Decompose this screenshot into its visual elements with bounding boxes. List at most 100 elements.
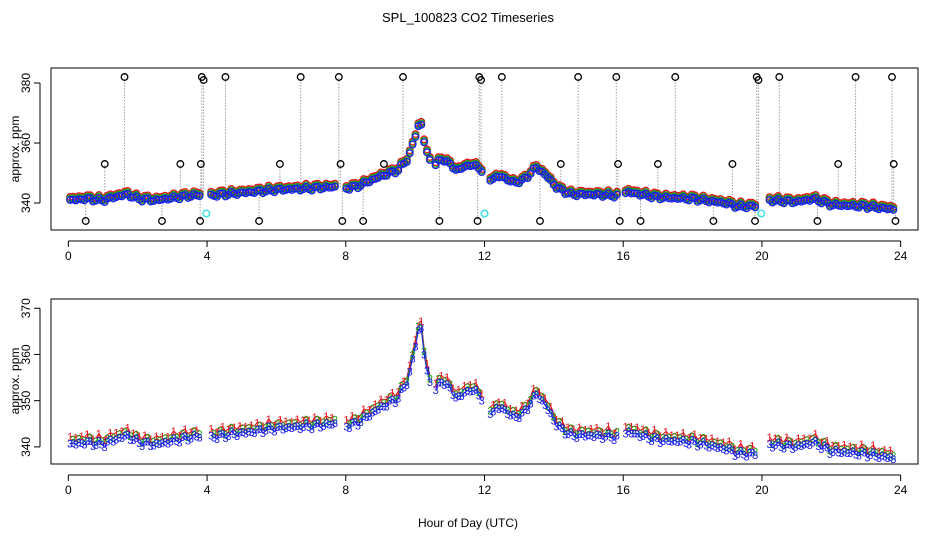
bottom-series-3-point-label: 3 [332,418,338,430]
bottom-series-1-point-label: 1 [294,414,300,426]
bottom-series-3-point-label: 3 [841,447,847,459]
bottom-series-3-point-label: 3 [651,432,657,444]
bottom-series-3-point-label: 3 [778,442,784,454]
bottom-series-3-point-label: 3 [470,386,476,398]
bottom-series-1-point-label: 1 [882,445,888,457]
bottom-series-3-point-label: 3 [850,446,856,458]
bottom-series-3-point-label: 3 [476,391,482,403]
bottom-series-3-point-label: 3 [375,405,381,417]
raw-spike-point [334,73,343,81]
bottom-series-2-point-label: 2 [873,448,879,460]
bottom-series-1-point-label: 1 [507,404,513,416]
bottom-series-3-point-label: 3 [116,433,122,445]
bottom-series-2-point-label: 2 [211,429,217,441]
raw-spike-point [671,73,680,81]
bottom-series-3-point-label: 3 [418,323,424,335]
bottom-series-3-point-label: 3 [479,396,485,408]
bottom-series-3-point-label: 3 [234,431,240,443]
top-series-3-point [782,196,791,205]
top-series-3-point [520,173,529,182]
bottom-series-1-point-label: 1 [726,436,732,448]
bottom-series-2-point-label: 2 [804,435,810,447]
bottom-series-3-point-label: 3 [525,405,531,417]
bottom-series-3-point-label: 3 [723,446,729,458]
bottom-series-1-point-label: 1 [634,422,640,434]
bottom-series-1-point-label: 1 [214,427,220,439]
top-series-3-point [834,201,843,210]
bottom-series-1-point-label: 1 [254,417,260,429]
bottom-series-3-point-label: 3 [122,430,128,442]
bottom-series-3-point-label: 3 [553,422,559,434]
raw-spike-point [536,217,544,225]
bottom-series-2-point-label: 2 [879,447,885,459]
bottom-series-lines [70,319,894,460]
bottom-series-3-point-label: 3 [876,453,882,465]
bottom-series-3-point-label: 3 [821,440,827,452]
bottom-series-1-point-label: 1 [107,428,113,440]
bottom-series-3-point-label: 3 [292,421,298,433]
bottom-series-3-point-label: 3 [695,442,701,454]
raw-spike-point [296,73,305,81]
bottom-series-3-point-label: 3 [752,450,758,462]
bottom-series-3-point-label: 3 [847,448,853,460]
bottom-series-1-point-label: 1 [277,414,283,426]
bottom-series-3-point-label: 3 [781,444,787,456]
bottom-series-1-point-label: 1 [73,432,79,444]
raw-spike-point [636,217,645,225]
bottom-series-1-point-label: 1 [461,381,467,393]
bottom-series-3-point-label: 3 [519,407,525,419]
bottom-series-1-point-label: 1 [582,425,588,437]
bottom-series-2-point-label: 2 [447,379,453,391]
top-x-tick-label: 24 [894,249,908,263]
raw-spike-point [379,160,388,168]
raw-spike-point [336,160,345,168]
bottom-series-3-point-label: 3 [789,444,795,456]
top-panel: 0 4 8 12 16 20 24 340 360 380 approx. ppm [8,67,919,263]
bottom-series-2-point-label: 2 [387,392,393,404]
raw-spike-point [653,160,662,168]
bottom-series-1-point-label: 1 [778,435,784,447]
top-series-points [66,117,898,214]
bottom-series-3-point-label: 3 [879,450,885,462]
bottom-series-2-point-label: 2 [505,405,511,417]
bottom-series-3-point-label: 3 [654,433,660,445]
bottom-series-2-point-label: 2 [332,414,338,426]
raw-spike-point [435,217,444,225]
bottom-series-3-point-label: 3 [530,390,536,402]
bottom-series-3-point-label: 3 [585,430,591,442]
bottom-series-1-point-label: 1 [188,427,194,439]
bottom-series-3-point-label: 3 [640,431,646,443]
bottom-series-3-point-label: 3 [130,435,136,447]
bottom-series-3-point-label: 3 [444,379,450,391]
bottom-series-3-point-label: 3 [381,402,387,414]
bottom-series-1-point-label: 1 [84,429,90,441]
bottom-series-3-point-label: 3 [395,394,401,406]
bottom-series-2-point-label: 2 [257,420,263,432]
bottom-series-2-point-label: 2 [93,436,99,448]
bottom-series-2-point-label: 2 [545,401,551,413]
bottom-series-1-point-label: 1 [490,399,496,411]
bottom-series-2-point-label: 2 [168,433,174,445]
top-y-tick-label: 340 [19,193,33,213]
bottom-series-1-point-label: 1 [640,424,646,436]
bottom-series-3-point-label: 3 [306,422,312,434]
bottom-series-1-point-label: 1 [266,414,272,426]
bottom-series-3-point-label: 3 [666,436,672,448]
bottom-series-2-point-label: 2 [156,435,162,447]
top-series-3-point [411,133,420,141]
raw-spike-point [813,217,822,225]
bottom-series-2-point-label: 2 [677,433,683,445]
top-series-3-point [325,183,334,192]
bottom-series-3-point-label: 3 [266,421,272,433]
bottom-series-2-point-label: 2 [251,424,257,436]
bottom-series-1-point-label: 1 [317,416,323,428]
bottom-series-2-point-label: 2 [375,401,381,413]
bottom-x-tick-label: 20 [755,483,769,497]
bottom-series-3-point-label: 3 [732,451,738,463]
bottom-series-1-point-label: 1 [96,429,102,441]
bottom-series-3-point-label: 3 [142,437,148,449]
bottom-series-2-point-label: 2 [280,421,286,433]
bottom-series-3-point-label: 3 [424,365,430,377]
bottom-series-1-point-label: 1 [830,440,836,452]
bottom-series-3-line [769,439,894,460]
